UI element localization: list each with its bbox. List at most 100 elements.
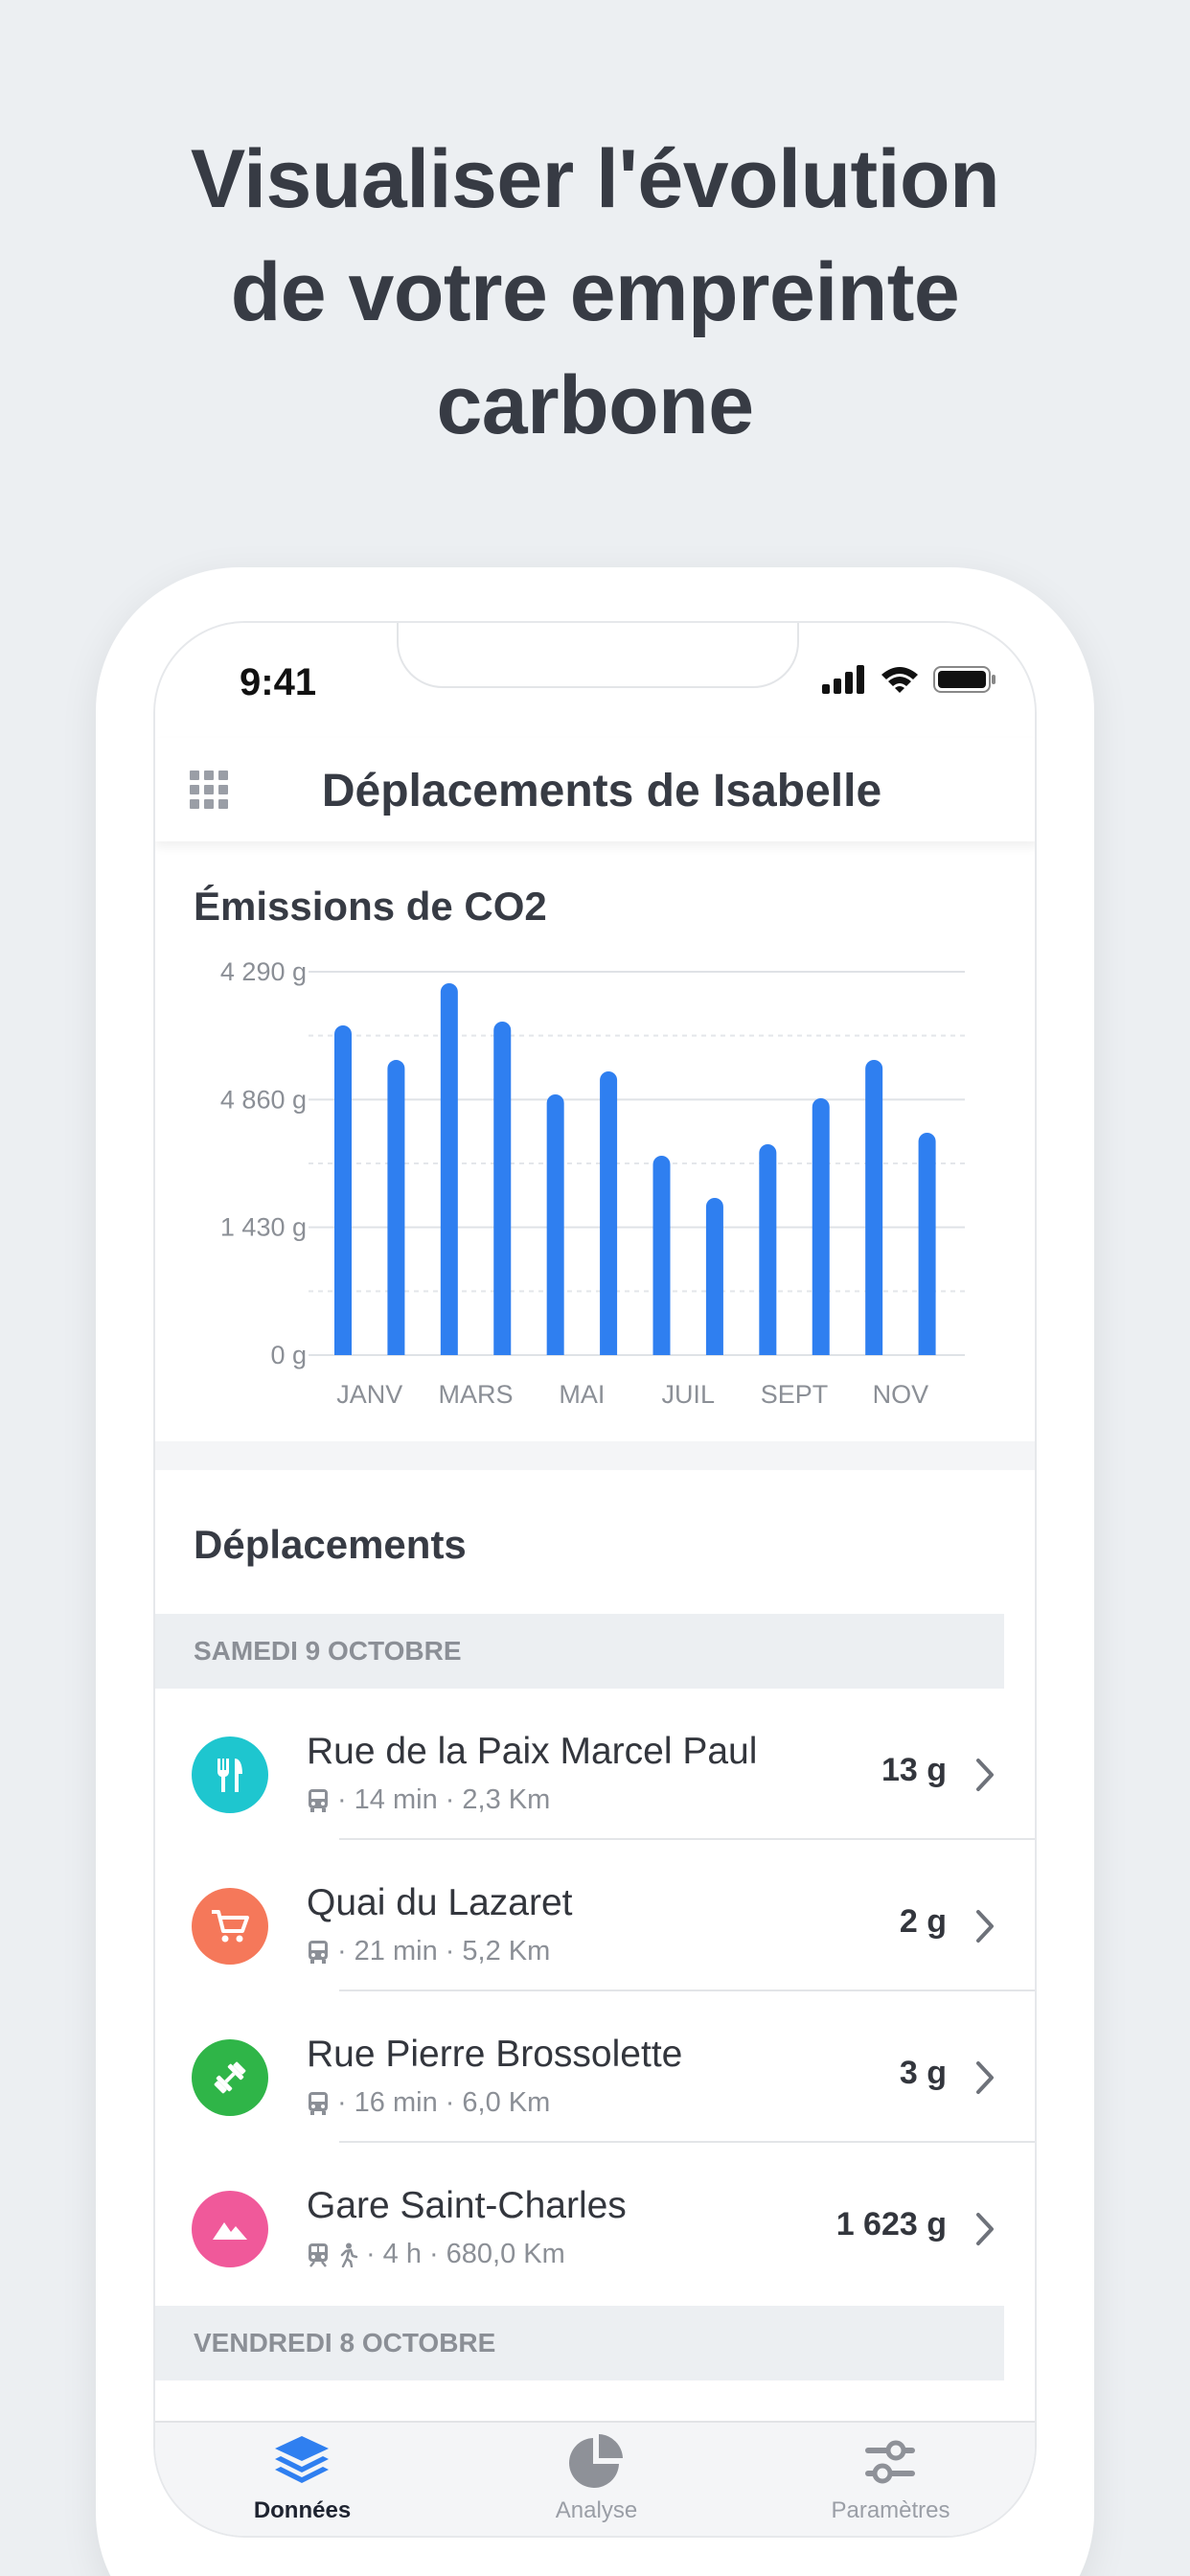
headline-line-3: carbone: [436, 359, 754, 451]
chart-bar: [440, 983, 458, 1355]
bus-icon: [309, 1940, 328, 1964]
trip-row[interactable]: Rue Pierre Brossolette · 16 min · 6,0 Km 3 g: [155, 1991, 1035, 2143]
layers-icon: [275, 2436, 329, 2483]
meta-separator: ·: [445, 1784, 455, 1815]
trip-emission-value: 13 g: [881, 1752, 947, 1788]
co2-bar-chart: 0 g 1 430 g 4 860 g 4 290 g JANV MARS MAI JUIL S…: [220, 957, 965, 1409]
trip-row[interactable]: Gare Saint-Charles · 4 h · 680,0 Km 1 623 g: [155, 2143, 1035, 2294]
y-tick-label: 1 430 g: [220, 1213, 307, 1242]
trip-duration: 4 h: [382, 2239, 422, 2269]
trips-section-title: Déplacements: [194, 1522, 467, 1567]
tab-parametres[interactable]: Paramètres: [744, 2423, 1035, 2536]
tab-label: Données: [253, 2497, 352, 2523]
x-tick-label: JUIL: [661, 1380, 715, 1409]
trip-row[interactable]: Rue de la Paix Marcel Paul · 14 min · 2,3 Km…: [155, 1689, 1035, 1840]
chart-bar: [865, 1060, 883, 1355]
chart-bar: [493, 1022, 512, 1355]
trip-row[interactable]: Quai du Lazaret · 21 min · 5,2 Km 2 g: [155, 1840, 1035, 1991]
trip-duration: 14 min: [354, 1784, 438, 1815]
day-header: VENDREDI 8 OCTOBRE: [155, 2306, 1004, 2380]
chart-bar: [759, 1144, 777, 1355]
chart-bar: [600, 1071, 618, 1355]
trip-destination: Rue Pierre Brossolette: [307, 2034, 683, 2075]
meta-separator: ·: [366, 2239, 376, 2269]
x-tick-label: SEPT: [761, 1380, 829, 1409]
chart-bar: [705, 1198, 723, 1355]
y-tick-label: 0 g: [270, 1341, 307, 1369]
signal-icon: [822, 665, 864, 694]
status-time: 9:41: [240, 661, 317, 703]
chevron-right-icon[interactable]: [973, 1756, 996, 1794]
meta-separator: ·: [445, 2087, 455, 2118]
trip-emission-value: 2 g: [899, 1903, 947, 1940]
chevron-right-icon[interactable]: [973, 1907, 996, 1945]
trip-meta: · 21 min · 5,2 Km: [307, 1936, 550, 1967]
chart-bar: [652, 1156, 671, 1355]
page-title: Déplacements de Isabelle: [321, 766, 882, 816]
headline-line-2: de votre empreinte: [230, 246, 960, 338]
meta-separator: ·: [337, 1784, 347, 1815]
chart-bar: [918, 1133, 936, 1355]
trips-card: Déplacements SAMEDI 9 OCTOBRE Rue de la P…: [155, 1470, 1035, 2536]
chart-bar: [387, 1060, 405, 1355]
trip-destination: Gare Saint-Charles: [307, 2185, 627, 2226]
walk-icon: [340, 2242, 358, 2267]
trip-meta: · 4 h · 680,0 Km: [307, 2239, 565, 2270]
divider: [339, 1990, 1035, 1991]
status-icons: [822, 665, 996, 694]
x-tick-label: JANV: [336, 1380, 402, 1409]
chart-bar: [334, 1025, 352, 1355]
wifi-icon: [881, 667, 918, 693]
tab-donnees[interactable]: Données: [155, 2423, 449, 2536]
grid-menu-icon[interactable]: [190, 770, 228, 809]
status-bar: 9:41: [155, 623, 1035, 746]
chart-title: Émissions de CO2: [194, 884, 547, 929]
trip-destination: Rue de la Paix Marcel Paul: [307, 1731, 758, 1772]
meta-separator: ·: [445, 1936, 455, 1966]
trip-duration: 21 min: [354, 1936, 438, 1966]
trip-emission-value: 1 623 g: [835, 2206, 947, 2242]
chart-bar: [812, 1098, 830, 1355]
chevron-right-icon[interactable]: [973, 2210, 996, 2248]
trip-distance: 2,3 Km: [462, 1784, 551, 1815]
tab-label: Paramètres: [831, 2497, 950, 2523]
x-tick-label: MAI: [559, 1380, 605, 1409]
trip-meta: · 14 min · 2,3 Km: [307, 1784, 550, 1816]
trip-distance: 6,0 Km: [462, 2087, 551, 2118]
x-tick-label: MARS: [439, 1380, 514, 1409]
headline: Visualiser l'évolution de votre empreint…: [0, 123, 1190, 462]
sliders-icon: [865, 2440, 915, 2484]
divider: [339, 2141, 1035, 2143]
battery-icon: [933, 666, 995, 693]
tab-bar: Données Analyse Paramètres: [155, 2421, 1035, 2536]
bus-icon: [309, 2091, 328, 2115]
meta-separator: ·: [429, 2239, 439, 2269]
tab-analyse[interactable]: Analyse: [449, 2423, 744, 2536]
bus-icon: [309, 1788, 328, 1812]
x-tick-label: NOV: [873, 1380, 929, 1409]
chart-bar: [546, 1094, 564, 1355]
chevron-right-icon[interactable]: [973, 2058, 996, 2097]
train-icon: [309, 2242, 328, 2267]
trip-distance: 680,0 Km: [446, 2239, 565, 2269]
shopping-cart-icon: [192, 1888, 268, 1965]
trip-emission-value: 3 g: [899, 2055, 947, 2091]
trip-meta: · 16 min · 6,0 Km: [307, 2087, 550, 2119]
y-tick-label: 4 290 g: [220, 957, 307, 986]
trip-destination: Quai du Lazaret: [307, 1882, 573, 1923]
trip-distance: 5,2 Km: [462, 1936, 551, 1966]
pie-chart-icon: [569, 2434, 623, 2488]
divider: [339, 1838, 1035, 1840]
day-header: SAMEDI 9 OCTOBRE: [155, 1614, 1004, 1689]
trip-duration: 16 min: [354, 2087, 438, 2118]
nav-bar: Déplacements de Isabelle: [155, 738, 1035, 841]
co2-chart-card: Émissions de CO2 0 g 1 430 g 4 860 g 4 290 …: [155, 841, 1035, 1441]
restaurant-icon: [192, 1736, 268, 1813]
landscape-icon: [192, 2191, 268, 2267]
headline-line-1: Visualiser l'évolution: [190, 133, 1000, 225]
fitness-icon: [192, 2039, 268, 2116]
meta-separator: ·: [337, 1936, 347, 1966]
notch: [397, 623, 799, 688]
meta-separator: ·: [337, 2087, 347, 2118]
phone-screen: 9:41 Déplacements de Isabelle: [153, 621, 1037, 2538]
